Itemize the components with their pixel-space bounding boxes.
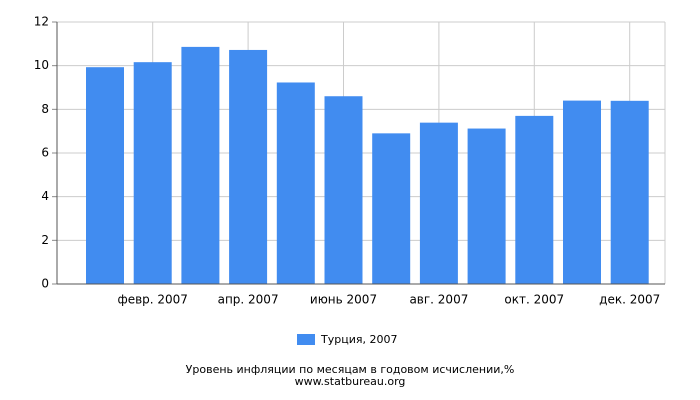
bar bbox=[563, 100, 601, 284]
bar bbox=[276, 82, 315, 284]
y-tick-label: 0 bbox=[41, 277, 49, 291]
bar bbox=[515, 115, 554, 284]
x-tick-label: июнь 2007 bbox=[310, 293, 377, 307]
source: www.statbureau.org bbox=[295, 375, 406, 388]
x-tick-label: авг. 2007 bbox=[409, 293, 468, 307]
y-tick-label: 10 bbox=[34, 58, 49, 72]
y-tick-label: 2 bbox=[41, 233, 49, 247]
chart-title: Уровень инфляции по месяцам в годовом ис… bbox=[186, 363, 515, 376]
bar bbox=[86, 67, 124, 284]
x-tick-label: апр. 2007 bbox=[218, 293, 279, 307]
y-tick-label: 12 bbox=[34, 15, 49, 29]
x-tick-label: февр. 2007 bbox=[117, 293, 188, 307]
x-tick-label: окт. 2007 bbox=[504, 293, 564, 307]
bar bbox=[419, 122, 458, 284]
bar bbox=[133, 62, 172, 284]
bar bbox=[181, 46, 220, 284]
bar bbox=[467, 128, 506, 284]
legend-label: Турция, 2007 bbox=[320, 333, 397, 346]
x-tick-label: дек. 2007 bbox=[599, 293, 660, 307]
bar bbox=[372, 133, 411, 284]
bar bbox=[324, 96, 363, 284]
y-tick-label: 8 bbox=[41, 102, 49, 116]
y-tick-label: 6 bbox=[41, 146, 49, 160]
y-tick-label: 4 bbox=[41, 189, 49, 203]
legend-swatch bbox=[297, 334, 315, 345]
bar bbox=[229, 49, 268, 284]
bar bbox=[610, 100, 649, 285]
